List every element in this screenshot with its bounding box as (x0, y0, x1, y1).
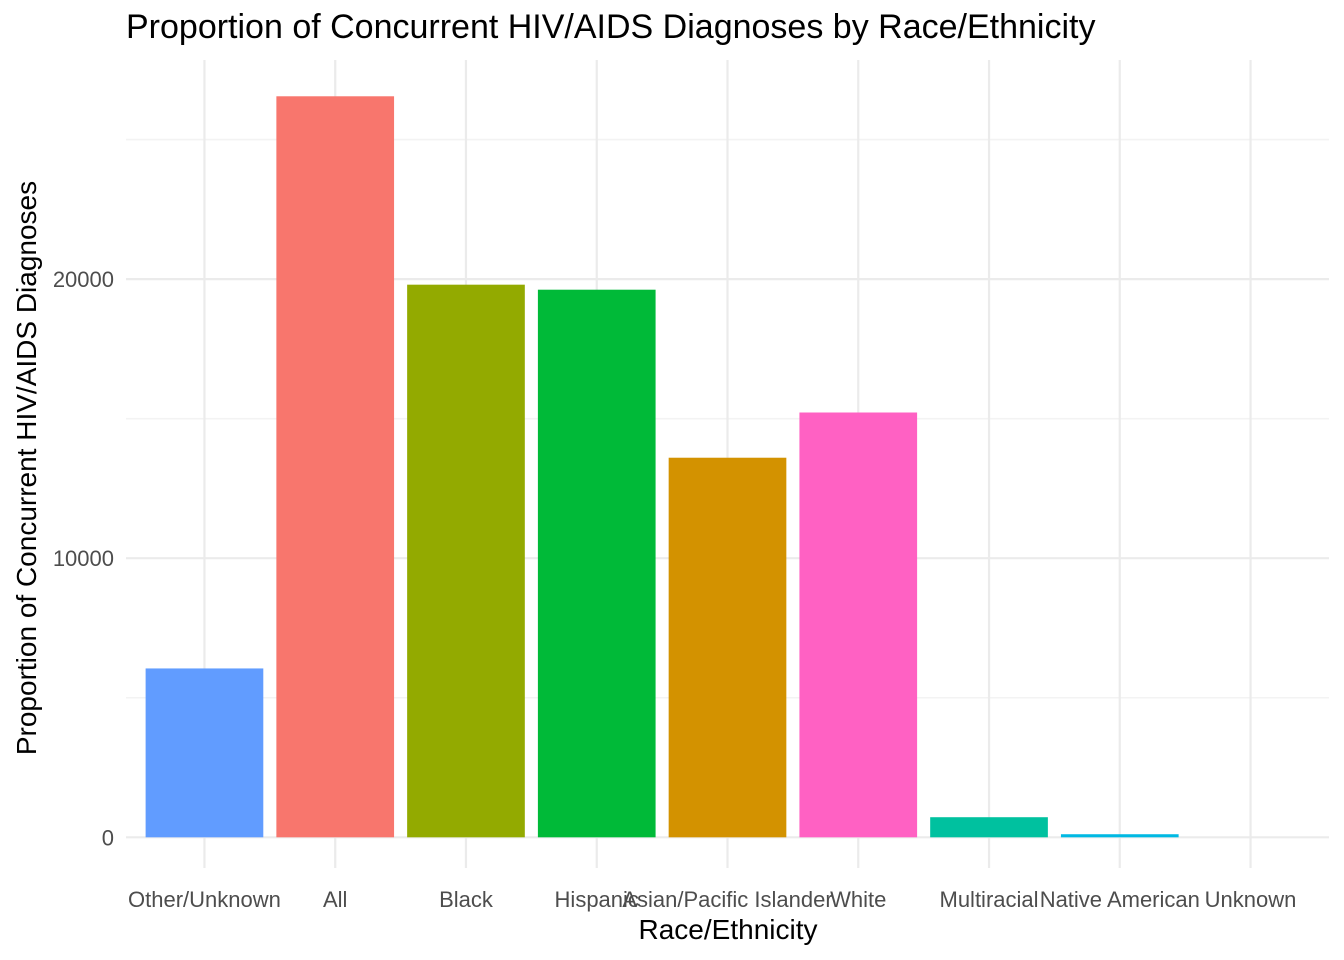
x-tick-label: Native American (1040, 887, 1200, 912)
x-axis-ticks: Other/Unknown All Black HispanicAsian/Pacif… (128, 887, 1296, 912)
x-tick-label: All (323, 887, 347, 912)
chart-title: Proportion of Concurrent HIV/AIDS Diagno… (126, 8, 1095, 46)
bar (537, 289, 656, 838)
y-axis-title: Proportion of Concurrent HIV/AIDS Diagno… (11, 181, 42, 755)
bar (276, 96, 395, 838)
x-tick-label: Unknown (1205, 887, 1297, 912)
x-axis-title: Race/Ethnicity (639, 914, 818, 945)
y-tick-label: 20000 (53, 267, 114, 292)
x-tick-label: Black (439, 887, 494, 912)
bar (668, 457, 787, 838)
x-tick-label: Multiracial (940, 887, 1039, 912)
bar (407, 284, 525, 838)
bar (799, 412, 918, 838)
x-tick-label: Hispanic (555, 887, 639, 912)
x-tick-label: White (830, 887, 886, 912)
y-tick-label: 0 (102, 825, 114, 850)
bar (145, 668, 264, 838)
bar (1060, 834, 1179, 838)
y-tick-label: 10000 (53, 546, 114, 571)
x-tick-label: Other/Unknown (128, 887, 281, 912)
bar (930, 817, 1048, 838)
y-axis-ticks: 0 10000 20000 (53, 267, 114, 850)
bars (145, 96, 1179, 838)
x-tick-label: Asian/Pacific Islander (622, 887, 832, 912)
